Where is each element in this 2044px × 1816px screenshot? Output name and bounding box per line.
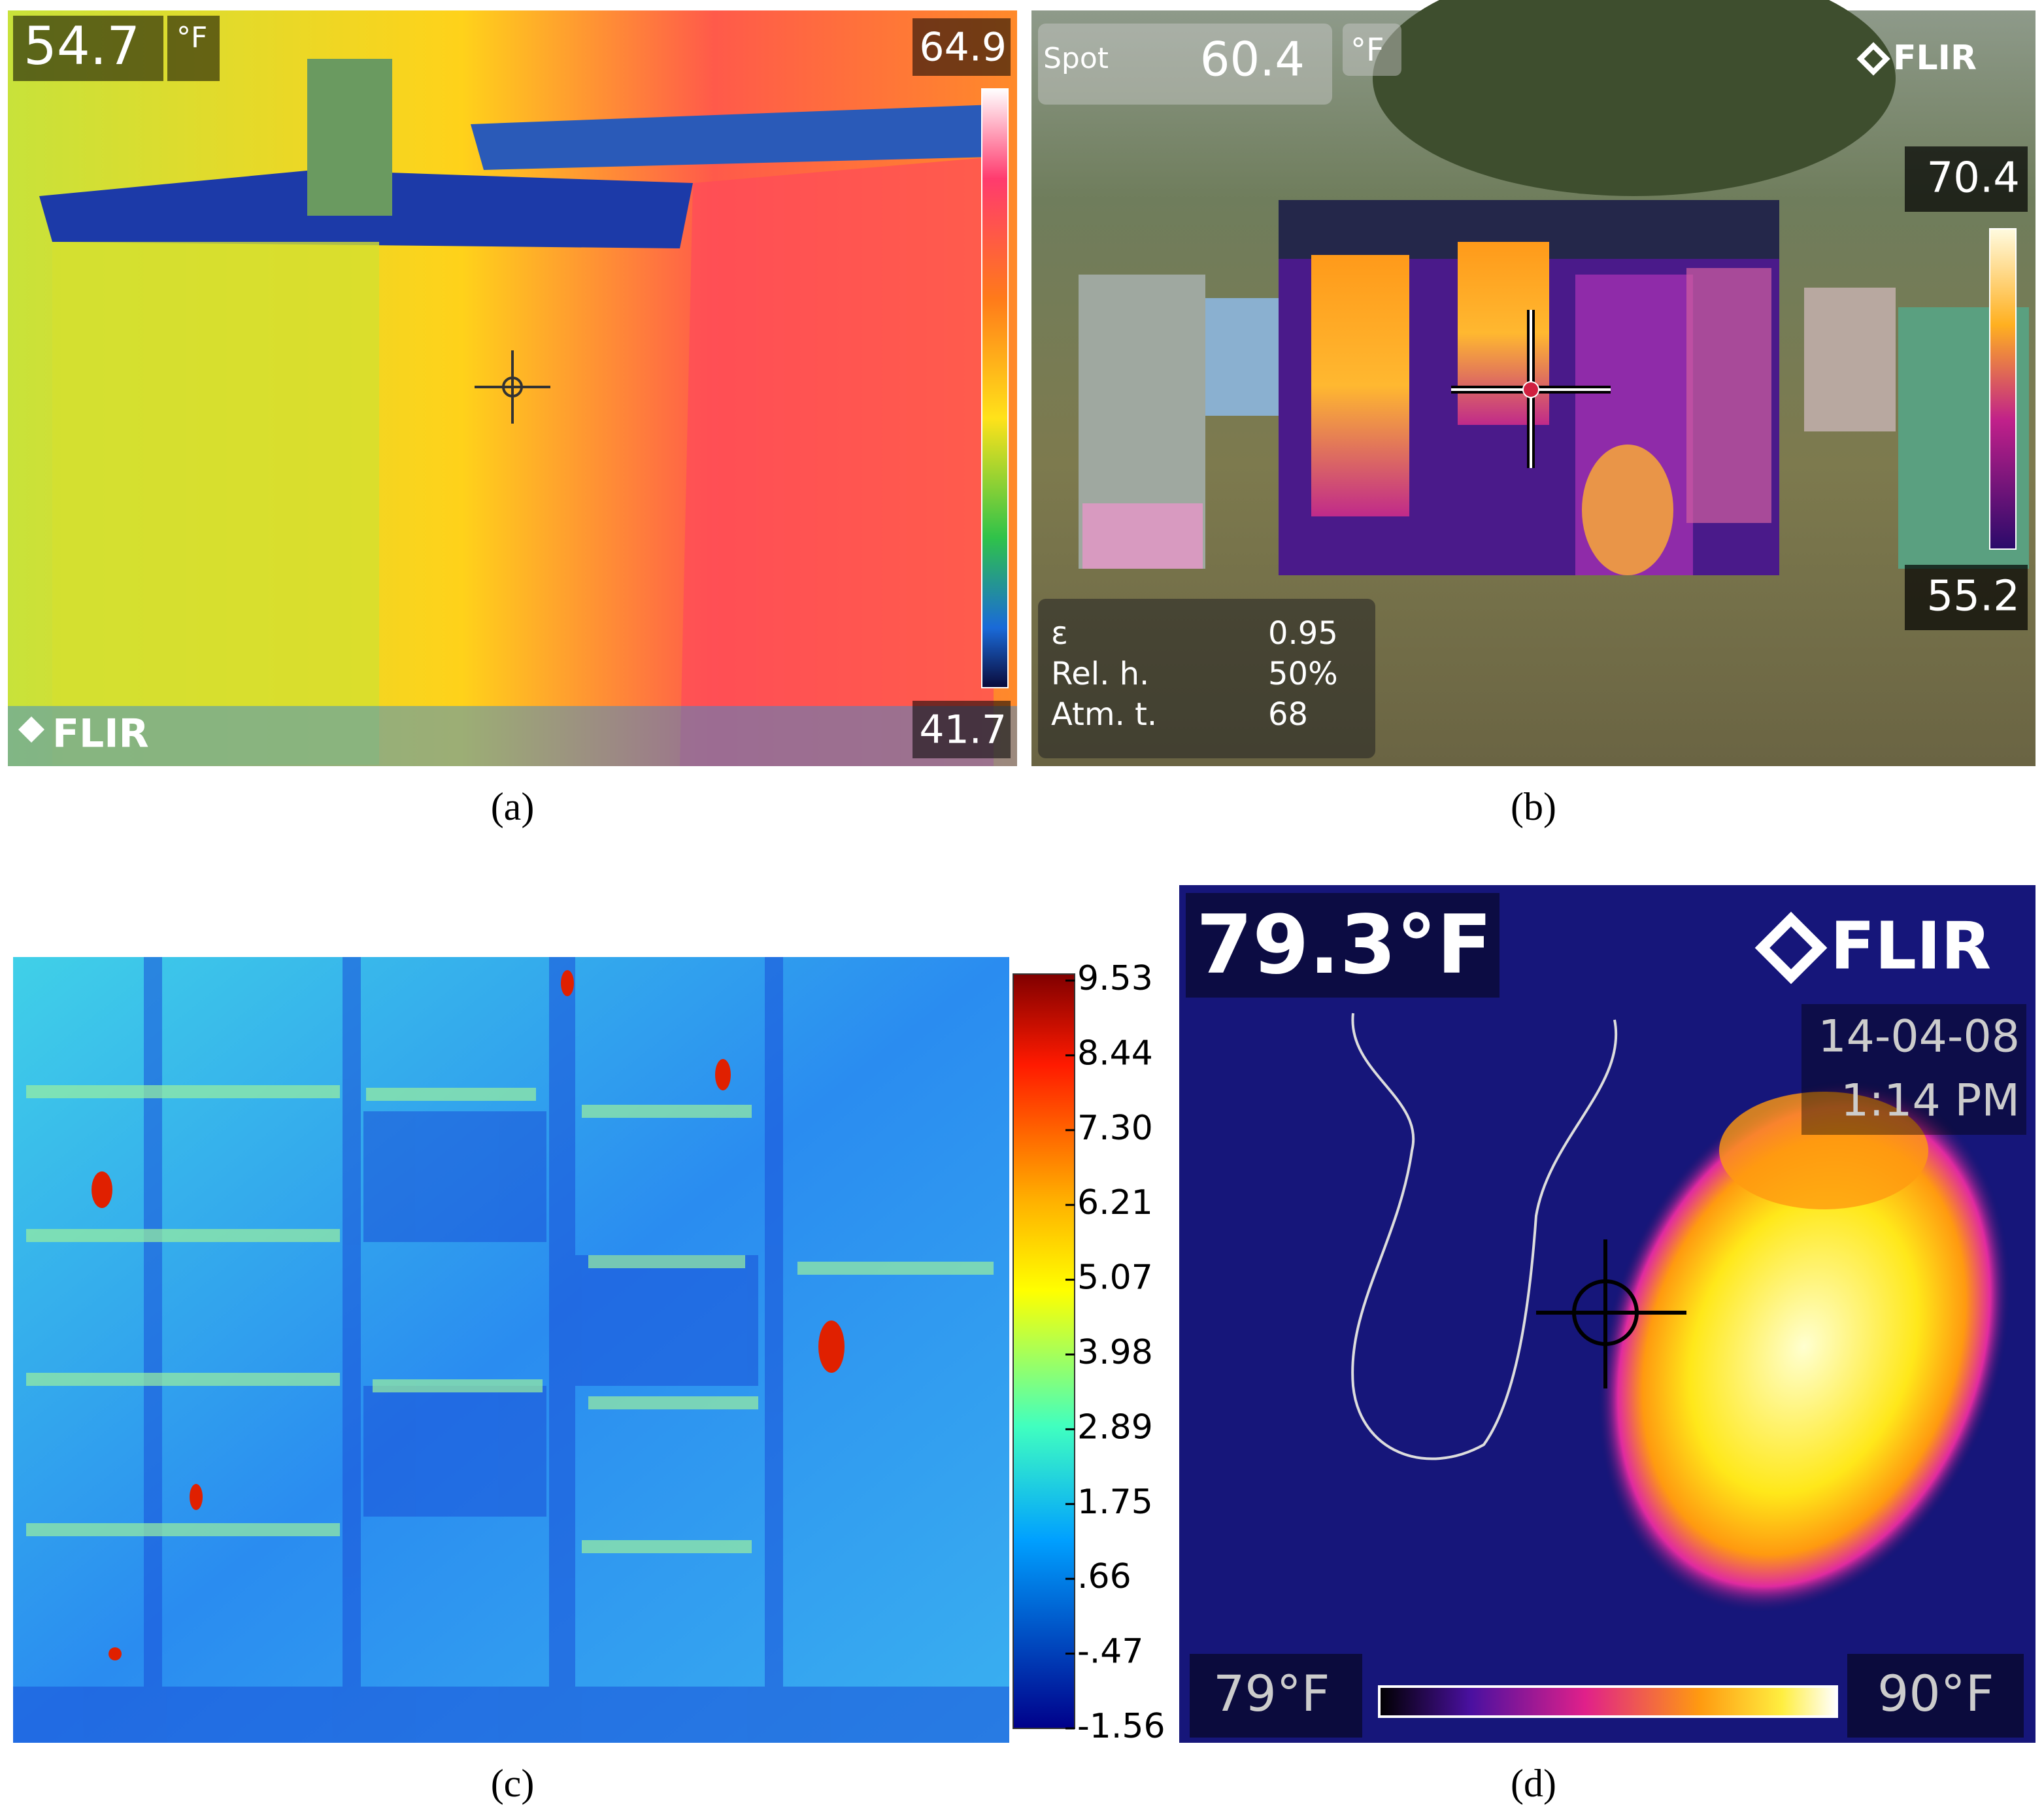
tick-label: -.47 — [1077, 1632, 1143, 1672]
colorbar — [1013, 973, 1075, 1729]
hive-warm — [680, 157, 994, 766]
panel-d: 79.3°F FLIR 14-04-08 1:14 PM 79°F 90°F — [1179, 885, 2036, 1743]
frame-bars — [26, 1085, 994, 1553]
hive — [1804, 288, 1896, 431]
scale-min-bg — [1905, 565, 2028, 630]
scale-min: 55.2 — [1927, 573, 2020, 621]
spot-label: Spot — [1043, 42, 1109, 75]
param-value: 68 — [1268, 696, 1308, 733]
scale-max: 90°F — [1877, 1664, 1994, 1723]
tree — [1373, 0, 1896, 196]
panel-b: Spot 60.4 °F FLIR 70.4 55.2 ε 0.95 Rel. h.… — [1031, 0, 2036, 766]
unit-bg — [1343, 24, 1401, 76]
crosshair — [475, 350, 550, 424]
hot-spot — [1582, 445, 1673, 575]
scale-max-bg — [1847, 1654, 2024, 1738]
frame-shadows — [13, 957, 1009, 1743]
readout: 54.7 — [24, 16, 140, 76]
param-value: 0.95 — [1268, 615, 1338, 652]
scale-min-bg — [1190, 1654, 1362, 1738]
colorbar-ticks: 9.53 8.44 7.30 6.21 5.07 3.98 2.89 1.75 .66 -.47 -… — [1065, 959, 1165, 1746]
scale-max-bg — [1905, 146, 2028, 212]
hive-side — [52, 242, 379, 765]
readout: 60.4 — [1200, 32, 1305, 87]
hot-object — [1597, 1080, 2011, 1613]
tick-label: 9.53 — [1077, 959, 1153, 998]
tick-label: 5.07 — [1077, 1258, 1153, 1298]
hot-object — [1719, 1092, 1928, 1209]
colorbar — [981, 88, 1009, 688]
readout-bg — [13, 16, 163, 81]
colorbar — [1989, 228, 2017, 550]
brand: FLIR — [1830, 907, 1991, 984]
params-bg — [1038, 599, 1375, 758]
brand-logo — [18, 716, 44, 743]
hot-column — [1458, 242, 1549, 425]
tick-label: .66 — [1077, 1557, 1131, 1596]
hive — [1205, 298, 1281, 416]
feeder-jar — [307, 59, 392, 216]
readout: 79.3°F — [1196, 898, 1492, 992]
brand-logo — [1754, 911, 1828, 984]
unit-bg — [167, 16, 220, 81]
unit: °F — [176, 21, 207, 54]
readout-bg — [1186, 893, 1499, 998]
spot-bg — [1038, 24, 1332, 105]
hive-box — [1082, 503, 1203, 569]
tick-label: 8.44 — [1077, 1034, 1153, 1073]
scale-max: 70.4 — [1927, 154, 2020, 203]
scale-min-bg — [913, 701, 1011, 758]
brand-logo — [1856, 42, 1890, 76]
date-bg — [1801, 1004, 2026, 1135]
tick-label: 3.98 — [1077, 1333, 1153, 1372]
panel-a: 54.7 °F 64.9 41.7 FLIR — [8, 10, 1017, 766]
tick-label: 1.75 — [1077, 1483, 1153, 1522]
tick-label: 2.89 — [1077, 1407, 1153, 1447]
outline — [1351, 1013, 1618, 1460]
param-value: 50% — [1268, 656, 1338, 692]
param-name: Atm. t. — [1051, 696, 1157, 733]
panel-label: (a) — [491, 785, 535, 828]
date: 14-04-08 — [1818, 1011, 2020, 1063]
param-name: ε — [1051, 615, 1068, 652]
unit: °F — [1350, 32, 1384, 69]
brand: FLIR — [1893, 39, 1977, 78]
time: 1:14 PM — [1841, 1075, 2020, 1127]
tick-label: -1.56 — [1077, 1707, 1165, 1746]
scale-max-bg — [913, 18, 1011, 76]
warm-column — [1686, 268, 1771, 523]
panel-label: (b) — [1511, 785, 1556, 828]
ground — [8, 706, 1017, 766]
thermal-image — [13, 957, 1009, 1743]
crosshair — [1451, 310, 1611, 468]
param-name: Rel. h. — [1051, 656, 1149, 692]
scale-min: 79°F — [1213, 1664, 1330, 1723]
panel-label: (c) — [491, 1762, 535, 1805]
hive-lid — [471, 105, 994, 170]
colorbar — [1378, 1685, 1838, 1718]
crosshair — [1536, 1239, 1686, 1388]
brand: FLIR — [52, 711, 149, 757]
tick-label: 7.30 — [1077, 1109, 1153, 1148]
tick-label: 6.21 — [1077, 1183, 1153, 1222]
panel-c: 9.53 8.44 7.30 6.21 5.07 3.98 2.89 1.75 .66 -.47 -… — [13, 957, 1165, 1746]
params: ε 0.95 Rel. h. 50% Atm. t. 68 — [1051, 615, 1338, 733]
panel-label: (d) — [1511, 1762, 1556, 1805]
scale-min: 41.7 — [919, 707, 1007, 753]
hot-spots — [92, 970, 845, 1660]
hot-column — [1311, 255, 1409, 516]
scale-max: 64.9 — [919, 25, 1007, 71]
